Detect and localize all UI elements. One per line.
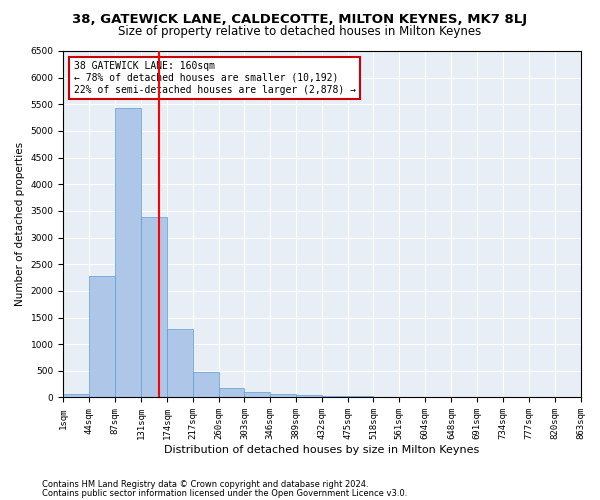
Bar (141, 218, 167, 398)
Bar (244, 392, 270, 398)
Bar (115, 108, 140, 398)
Bar (347, 396, 373, 398)
Y-axis label: Number of detached properties: Number of detached properties (15, 142, 25, 306)
Text: 38, GATEWICK LANE, CALDECOTTE, MILTON KEYNES, MK7 8LJ: 38, GATEWICK LANE, CALDECOTTE, MILTON KE… (73, 12, 527, 26)
Text: 38 GATEWICK LANE: 160sqm
← 78% of detached houses are smaller (10,192)
22% of se: 38 GATEWICK LANE: 160sqm ← 78% of detach… (74, 62, 356, 94)
Text: Size of property relative to detached houses in Milton Keynes: Size of property relative to detached ho… (118, 25, 482, 38)
Bar (322, 396, 347, 398)
Bar (296, 396, 322, 398)
Text: Contains HM Land Registry data © Crown copyright and database right 2024.: Contains HM Land Registry data © Crown c… (42, 480, 368, 489)
Bar (63, 394, 89, 398)
Bar (270, 394, 296, 398)
Bar (373, 397, 399, 398)
Text: Contains public sector information licensed under the Open Government Licence v3: Contains public sector information licen… (42, 488, 407, 498)
X-axis label: Distribution of detached houses by size in Milton Keynes: Distribution of detached houses by size … (164, 445, 479, 455)
Bar (167, 328, 193, 398)
Bar (193, 372, 218, 398)
Bar (218, 388, 244, 398)
Bar (89, 276, 115, 398)
